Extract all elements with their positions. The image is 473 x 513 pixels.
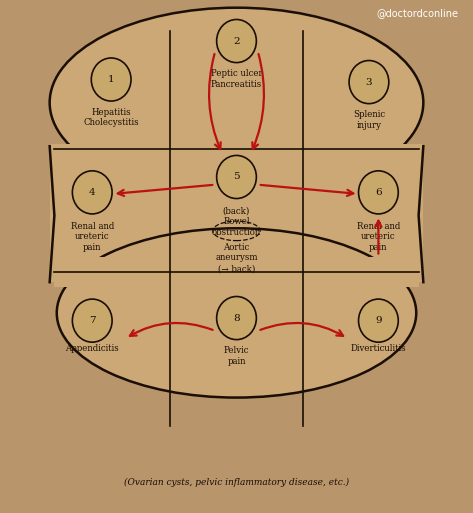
Text: 9: 9 [375, 316, 382, 325]
Text: Peptic ulcer
Pancreatitis: Peptic ulcer Pancreatitis [210, 69, 263, 89]
Bar [54, 256, 419, 287]
Circle shape [349, 61, 389, 104]
Text: 2: 2 [233, 36, 240, 46]
Text: 5: 5 [233, 172, 240, 182]
Text: Hepatitis
Cholecystitis: Hepatitis Cholecystitis [83, 108, 139, 127]
Text: Aortic
aneurysm
(→ back): Aortic aneurysm (→ back) [215, 243, 258, 273]
Text: 3: 3 [366, 77, 372, 87]
Text: Splenic
injury: Splenic injury [353, 110, 385, 130]
Text: @doctordconline: @doctordconline [377, 8, 459, 17]
Text: (back)
Bowel
obstruction: (back) Bowel obstruction [212, 206, 261, 236]
Ellipse shape [50, 8, 423, 198]
Circle shape [359, 299, 398, 342]
Circle shape [72, 299, 112, 342]
Text: (Ovarian cysts, pelvic inflammatory disease, etc.): (Ovarian cysts, pelvic inflammatory dise… [124, 478, 349, 487]
Circle shape [72, 171, 112, 214]
Circle shape [217, 155, 256, 199]
Text: 1: 1 [108, 75, 114, 84]
Text: Renal and
ureteric
pain: Renal and ureteric pain [357, 222, 400, 252]
Text: Appendicitis: Appendicitis [65, 344, 119, 353]
Text: Renal and
ureteric
pain: Renal and ureteric pain [70, 222, 114, 252]
Text: 4: 4 [89, 188, 96, 197]
Bar [54, 159, 419, 200]
Ellipse shape [57, 228, 416, 398]
Text: Diverticulitis: Diverticulitis [350, 344, 406, 353]
Circle shape [217, 19, 256, 63]
Bar [50, 144, 423, 282]
Text: 6: 6 [375, 188, 382, 197]
Circle shape [217, 297, 256, 340]
Circle shape [359, 171, 398, 214]
Circle shape [91, 58, 131, 101]
Text: Pelvic
pain: Pelvic pain [224, 346, 249, 366]
Text: 7: 7 [89, 316, 96, 325]
Text: 8: 8 [233, 313, 240, 323]
